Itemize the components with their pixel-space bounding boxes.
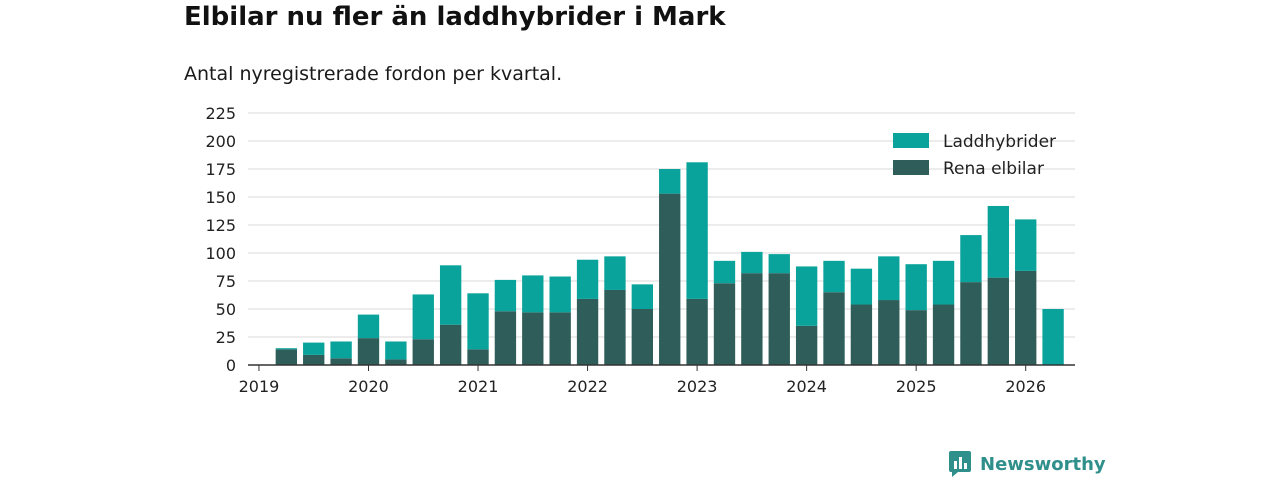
bar-rena-elbilar bbox=[795, 325, 818, 365]
bar-rena-elbilar bbox=[960, 282, 982, 365]
bar-laddhybrider bbox=[467, 293, 489, 350]
bar-rena-elbilar bbox=[467, 349, 489, 365]
bar-rena-elbilar bbox=[631, 309, 654, 365]
bar-rena-elbilar bbox=[412, 339, 434, 365]
stacked-bar-chart: 0 25 50 75 100 125 150 175 200 225 2019 2020 2021 202… bbox=[205, 104, 1075, 396]
bar-laddhybrider bbox=[713, 260, 736, 284]
bar-laddhybrider bbox=[987, 205, 1010, 278]
bar-rena-elbilar bbox=[713, 283, 736, 365]
bar-rena-elbilar bbox=[878, 300, 900, 365]
bar-rena-elbilar bbox=[768, 273, 790, 365]
bar-laddhybrider bbox=[960, 235, 982, 283]
bar-laddhybrider bbox=[330, 341, 352, 359]
bar-rena-elbilar bbox=[522, 312, 544, 365]
x-tick-label: 2023 bbox=[677, 377, 718, 396]
bar-laddhybrider bbox=[631, 284, 654, 309]
bar-rena-elbilar bbox=[686, 298, 708, 365]
bar-laddhybrider bbox=[385, 341, 407, 360]
bar-rena-elbilar bbox=[330, 358, 352, 365]
bar-rena-elbilar bbox=[823, 292, 845, 365]
bar-rena-elbilar bbox=[439, 324, 462, 365]
legend-swatch bbox=[893, 160, 929, 175]
bar-laddhybrider bbox=[823, 260, 845, 293]
y-tick-label: 0 bbox=[226, 356, 236, 375]
newsworthy-logo-icon bbox=[949, 451, 971, 477]
x-tick-label: 2021 bbox=[458, 377, 499, 396]
bar-laddhybrider bbox=[275, 348, 298, 350]
legend-label: Rena elbilar bbox=[943, 159, 1044, 179]
y-tick-label: 200 bbox=[205, 132, 236, 151]
y-tick-label: 150 bbox=[205, 188, 236, 207]
bar-laddhybrider bbox=[741, 251, 763, 274]
chart-subtitle: Antal nyregistrerade fordon per kvartal. bbox=[184, 63, 563, 85]
bar-rena-elbilar bbox=[905, 310, 927, 365]
y-tick-label: 225 bbox=[205, 104, 236, 123]
bar-laddhybrider bbox=[1042, 309, 1064, 365]
bar-laddhybrider bbox=[659, 169, 681, 194]
y-tick-label: 100 bbox=[205, 244, 236, 263]
x-tick-label: 2019 bbox=[239, 377, 280, 396]
bar-rena-elbilar bbox=[659, 193, 681, 365]
bar-rena-elbilar bbox=[576, 298, 599, 365]
x-tick-label: 2022 bbox=[567, 377, 608, 396]
bar-laddhybrider bbox=[768, 254, 790, 274]
bar-laddhybrider bbox=[522, 275, 544, 313]
bar-rena-elbilar bbox=[741, 273, 763, 365]
bar-rena-elbilar bbox=[604, 289, 626, 365]
newsworthy-logo: Newsworthy bbox=[948, 450, 1106, 478]
bar-laddhybrider bbox=[795, 266, 818, 326]
x-tick-label: 2024 bbox=[786, 377, 827, 396]
y-tick-label: 25 bbox=[216, 328, 236, 347]
bar-laddhybrider bbox=[549, 276, 571, 313]
bar-laddhybrider bbox=[1015, 219, 1037, 271]
bar-rena-elbilar bbox=[549, 312, 571, 365]
bar-laddhybrider bbox=[850, 268, 873, 305]
legend-swatch bbox=[893, 133, 929, 148]
x-tick-label: 2025 bbox=[896, 377, 937, 396]
brand-name: Newsworthy bbox=[980, 453, 1106, 475]
x-tick-label: 2020 bbox=[348, 377, 389, 396]
y-tick-label: 125 bbox=[205, 216, 236, 235]
bar-rena-elbilar bbox=[850, 304, 873, 365]
y-tick-label: 50 bbox=[216, 300, 236, 319]
bar-rena-elbilar bbox=[275, 349, 298, 365]
y-tick-label: 75 bbox=[216, 272, 236, 291]
bar-laddhybrider bbox=[357, 314, 380, 339]
bar-laddhybrider bbox=[412, 294, 434, 340]
bar-laddhybrider bbox=[905, 264, 927, 311]
bar-rena-elbilar bbox=[987, 277, 1010, 365]
bar-rena-elbilar bbox=[385, 359, 407, 365]
x-tick-label: 2026 bbox=[1005, 377, 1046, 396]
bar-rena-elbilar bbox=[494, 311, 517, 365]
bar-laddhybrider bbox=[686, 162, 708, 299]
bar-laddhybrider bbox=[878, 256, 900, 301]
bar-laddhybrider bbox=[604, 256, 626, 290]
bar-laddhybrider bbox=[439, 265, 462, 325]
legend-label: Laddhybrider bbox=[943, 132, 1056, 152]
bar-laddhybrider bbox=[303, 342, 325, 355]
bar-laddhybrider bbox=[576, 259, 599, 299]
bar-rena-elbilar bbox=[357, 338, 380, 365]
bar-laddhybrider bbox=[494, 279, 517, 312]
bar-rena-elbilar bbox=[303, 354, 325, 365]
bar-laddhybrider bbox=[932, 260, 955, 305]
bar-rena-elbilar bbox=[1015, 270, 1037, 365]
y-tick-label: 175 bbox=[205, 160, 236, 179]
bar-rena-elbilar bbox=[932, 304, 955, 365]
chart-title: Elbilar nu fler än laddhybrider i Mark bbox=[184, 2, 726, 32]
